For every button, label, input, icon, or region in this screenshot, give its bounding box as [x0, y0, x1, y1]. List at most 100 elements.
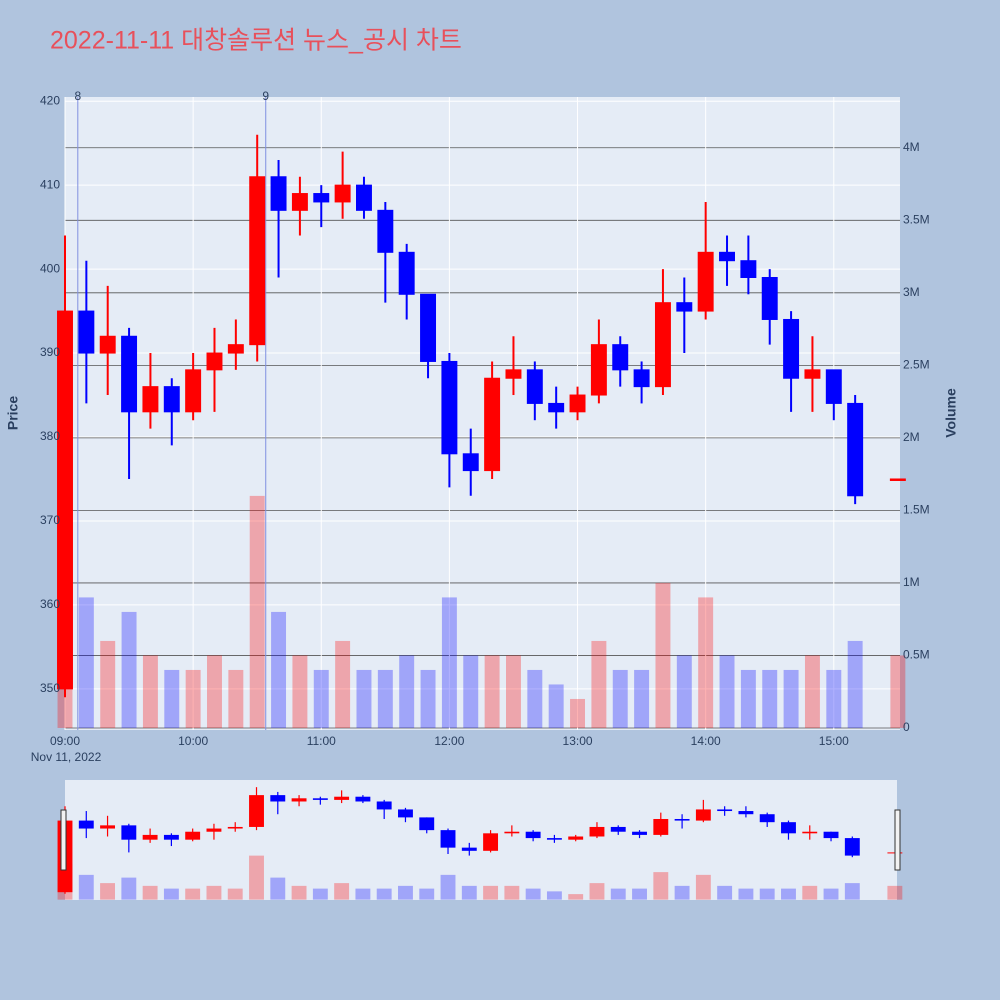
candle-body: [313, 193, 330, 203]
volume-bar: [890, 655, 906, 728]
volume-bar: [228, 669, 244, 728]
x-tick-label: 11:00: [307, 734, 336, 748]
slider-candle-body: [78, 820, 94, 829]
slider-volume-bar: [695, 874, 711, 900]
y-tick-label: 360: [40, 597, 60, 611]
slider-candle-body: [695, 809, 711, 821]
slider-volume-bar: [270, 877, 286, 900]
candle-body: [761, 276, 778, 320]
slider-volume-bar: [653, 872, 669, 900]
y2-tick-label: 1.5M: [903, 503, 930, 517]
candle-body: [633, 369, 650, 388]
y2-axis-title: Volume: [943, 388, 959, 438]
candle-body: [505, 369, 522, 379]
slider-volume-bar: [355, 888, 371, 900]
slider-candle-body: [142, 834, 158, 840]
volume-bar: [698, 597, 714, 728]
volume-bar: [78, 597, 94, 728]
slider-candle-body: [334, 796, 350, 800]
candle-body: [57, 310, 73, 690]
volume-bar: [441, 597, 457, 728]
slider-volume-bar: [206, 885, 222, 900]
candle-body: [676, 302, 693, 312]
slider-volume-bar: [525, 888, 541, 900]
volume-bar: [249, 495, 265, 728]
volume-bar: [335, 640, 351, 728]
slider-volume-bar: [121, 877, 137, 900]
candle-body: [484, 377, 501, 472]
candle-body: [526, 369, 543, 404]
slider-handle[interactable]: [60, 809, 67, 871]
slider-candle-body: [632, 831, 647, 835]
volume-bar: [783, 669, 799, 728]
y2-tick-label: 1M: [903, 575, 920, 589]
volume-bar: [292, 655, 308, 728]
slider-volume-bar: [844, 883, 860, 900]
candle-body: [206, 352, 223, 371]
slider-candle-body: [270, 795, 286, 802]
slider-candle-body: [355, 796, 371, 802]
slider-handle[interactable]: [894, 809, 901, 871]
slider-candle-body: [568, 836, 584, 840]
y2-tick-label: 3.5M: [903, 212, 930, 226]
y2-tick-label: 2M: [903, 430, 920, 444]
candle-body: [740, 260, 757, 278]
candle-body: [719, 251, 735, 262]
y-tick-label: 420: [40, 93, 60, 107]
candle-body: [185, 369, 202, 413]
slider-volume-bar: [781, 888, 796, 900]
volume-bar: [271, 611, 287, 728]
y-tick-label: 350: [40, 681, 60, 695]
volume-bar: [313, 669, 329, 728]
annotation-text: 8: [74, 89, 81, 103]
slider-volume-bar: [674, 885, 690, 900]
slider-candle-body: [823, 831, 839, 839]
candle-body: [804, 369, 821, 379]
slider-candle-body: [781, 822, 796, 834]
range-slider: [65, 780, 897, 900]
candle-body: [441, 360, 458, 455]
slider-candle-body: [227, 826, 243, 829]
volume-bar: [655, 582, 671, 728]
candle-body: [121, 335, 138, 413]
volume-bar: [762, 669, 778, 728]
slider-candle-body: [206, 828, 222, 832]
slider-volume-bar: [504, 885, 520, 900]
candle-body: [249, 176, 266, 346]
slider-volume-bar: [249, 855, 264, 900]
volume-bar: [804, 655, 820, 728]
slider-volume-bar: [334, 883, 350, 900]
slider-candle-body: [100, 825, 116, 829]
volume-bar: [612, 669, 628, 728]
slider-volume-bar: [440, 874, 456, 900]
y2-tick-label: 4M: [903, 140, 920, 154]
candle-body: [548, 402, 565, 413]
slider-volume-bar: [568, 894, 584, 900]
volume-bar: [164, 669, 180, 728]
slider-volume-bar: [546, 891, 562, 900]
slider-candle-body: [163, 834, 179, 840]
slider-candle-body: [610, 826, 626, 832]
slider-candle-body: [398, 809, 413, 818]
x-tick-label: 15:00: [819, 734, 849, 748]
volume-bar: [591, 640, 607, 728]
slider-volume-bar: [802, 885, 818, 900]
slider-volume-bar: [142, 885, 158, 900]
slider-candle-body: [291, 798, 307, 802]
y2-tick-label: 0: [903, 720, 910, 734]
slider-volume-bar: [632, 888, 647, 900]
slider-candle-body: [483, 833, 499, 851]
slider-volume-bar: [823, 888, 839, 900]
slider-volume-bar: [185, 888, 201, 900]
volume-bar: [121, 611, 137, 728]
slider-volume-bar: [312, 888, 328, 900]
candle-body: [270, 176, 287, 211]
slider-volume-bar: [483, 885, 499, 900]
candle-body: [825, 369, 842, 404]
y-tick-label: 370: [40, 513, 60, 527]
x-tick-label: 12:00: [434, 734, 464, 748]
chart-title: 2022-11-11 대창솔루션 뉴스_공시 차트: [50, 27, 462, 55]
candle-body: [889, 478, 906, 481]
slider-candle-body: [802, 831, 818, 834]
